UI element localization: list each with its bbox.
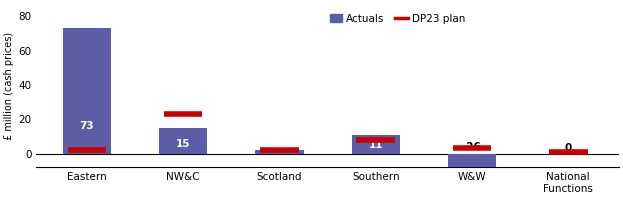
Bar — [159, 128, 207, 154]
Text: -26: -26 — [463, 142, 482, 152]
Bar — [63, 28, 111, 154]
Legend: Actuals, DP23 plan: Actuals, DP23 plan — [326, 9, 469, 28]
Bar — [448, 154, 496, 198]
Text: 73: 73 — [80, 121, 94, 131]
Y-axis label: £ million (cash prices): £ million (cash prices) — [4, 32, 14, 140]
Bar — [351, 135, 400, 154]
Bar — [255, 150, 303, 154]
Text: 15: 15 — [176, 139, 191, 149]
Text: 11: 11 — [368, 140, 383, 150]
Text: 2: 2 — [276, 143, 283, 153]
Text: 0: 0 — [564, 143, 572, 153]
